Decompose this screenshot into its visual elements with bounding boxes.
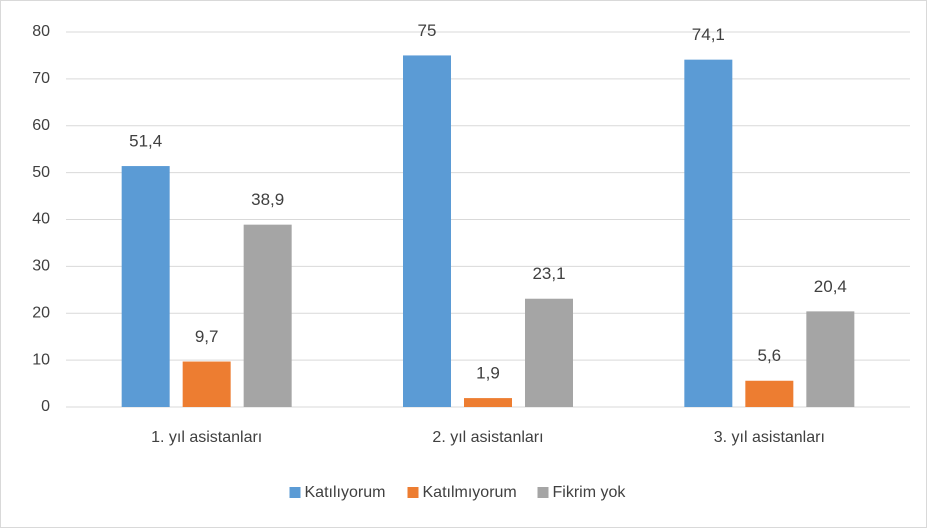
bar <box>806 311 855 407</box>
bar <box>464 398 512 407</box>
data-label: 23,1 <box>532 264 565 283</box>
legend-swatch <box>537 487 549 498</box>
y-tick-label: 80 <box>32 23 50 40</box>
legend-label: Katılıyorum <box>305 484 386 501</box>
y-tick-label: 20 <box>32 304 50 321</box>
x-tick-label: 3. yıl asistanları <box>714 429 825 446</box>
y-tick-label: 10 <box>32 351 50 368</box>
data-label: 74,1 <box>692 25 725 44</box>
bar <box>403 55 451 407</box>
data-label: 38,9 <box>251 190 284 209</box>
bar <box>243 224 292 407</box>
x-tick-label: 1. yıl asistanları <box>151 429 262 446</box>
data-label: 9,7 <box>195 327 219 346</box>
legend-swatch <box>407 487 419 498</box>
bar <box>684 59 733 407</box>
data-label: 75 <box>418 21 437 40</box>
data-label: 5,6 <box>758 346 782 365</box>
y-tick-label: 0 <box>41 398 50 415</box>
bar <box>745 380 794 407</box>
legend-label: Katılmıyorum <box>423 484 517 501</box>
y-tick-label: 30 <box>32 258 50 275</box>
y-tick-label: 40 <box>32 211 50 228</box>
legend-label: Fikrim yok <box>553 484 627 501</box>
legend-swatch <box>289 487 301 498</box>
data-label: 1,9 <box>476 364 500 383</box>
bar <box>121 166 170 407</box>
data-label: 51,4 <box>129 132 162 151</box>
y-tick-label: 60 <box>32 117 50 134</box>
y-tick-label: 70 <box>32 70 50 87</box>
bar <box>525 298 573 407</box>
bar <box>182 361 231 407</box>
y-tick-label: 50 <box>32 164 50 181</box>
data-label: 20,4 <box>814 277 847 296</box>
x-tick-label: 2. yıl asistanları <box>432 429 543 446</box>
